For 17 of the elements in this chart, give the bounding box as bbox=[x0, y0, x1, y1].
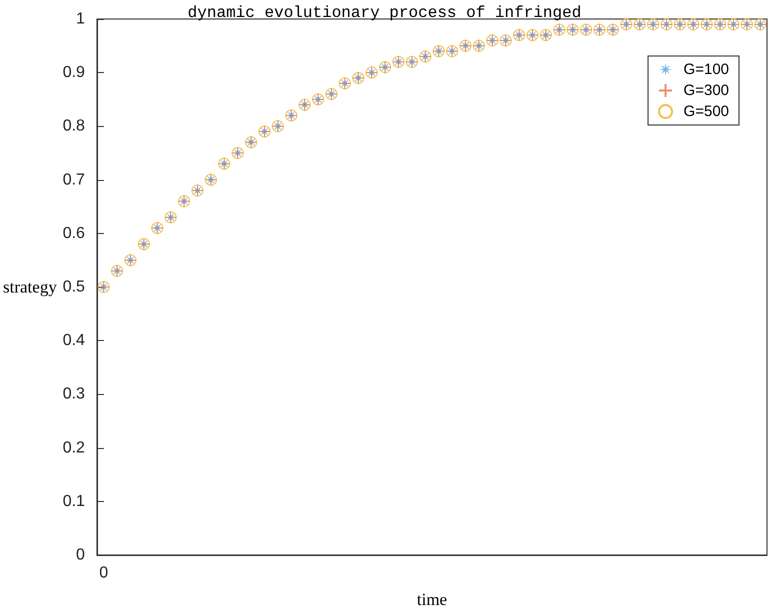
chart-title: dynamic evolutionary process of infringed bbox=[188, 4, 582, 22]
legend-label: G=300 bbox=[684, 82, 730, 99]
y-tick-label: 0.3 bbox=[62, 386, 86, 403]
y-tick-label: 0.5 bbox=[62, 278, 86, 296]
y-tick-label: 0.7 bbox=[62, 171, 86, 188]
y-tick-label: 0.2 bbox=[62, 439, 86, 456]
y-tick-label: 0 bbox=[76, 546, 86, 564]
y-tick-label: 0.9 bbox=[62, 64, 86, 82]
y-axis-title: strategy bbox=[2, 278, 58, 296]
y-tick-label: 1 bbox=[76, 10, 86, 28]
y-tick-label: 0.4 bbox=[62, 332, 86, 350]
x-axis-title: time bbox=[416, 590, 448, 609]
legend-label: G=100 bbox=[684, 61, 730, 78]
y-tick-label: 0.8 bbox=[62, 118, 86, 135]
legend-label: G=500 bbox=[684, 103, 730, 120]
y-tick-label: 0.1 bbox=[62, 492, 86, 510]
y-tick-label: 0.6 bbox=[62, 224, 86, 242]
